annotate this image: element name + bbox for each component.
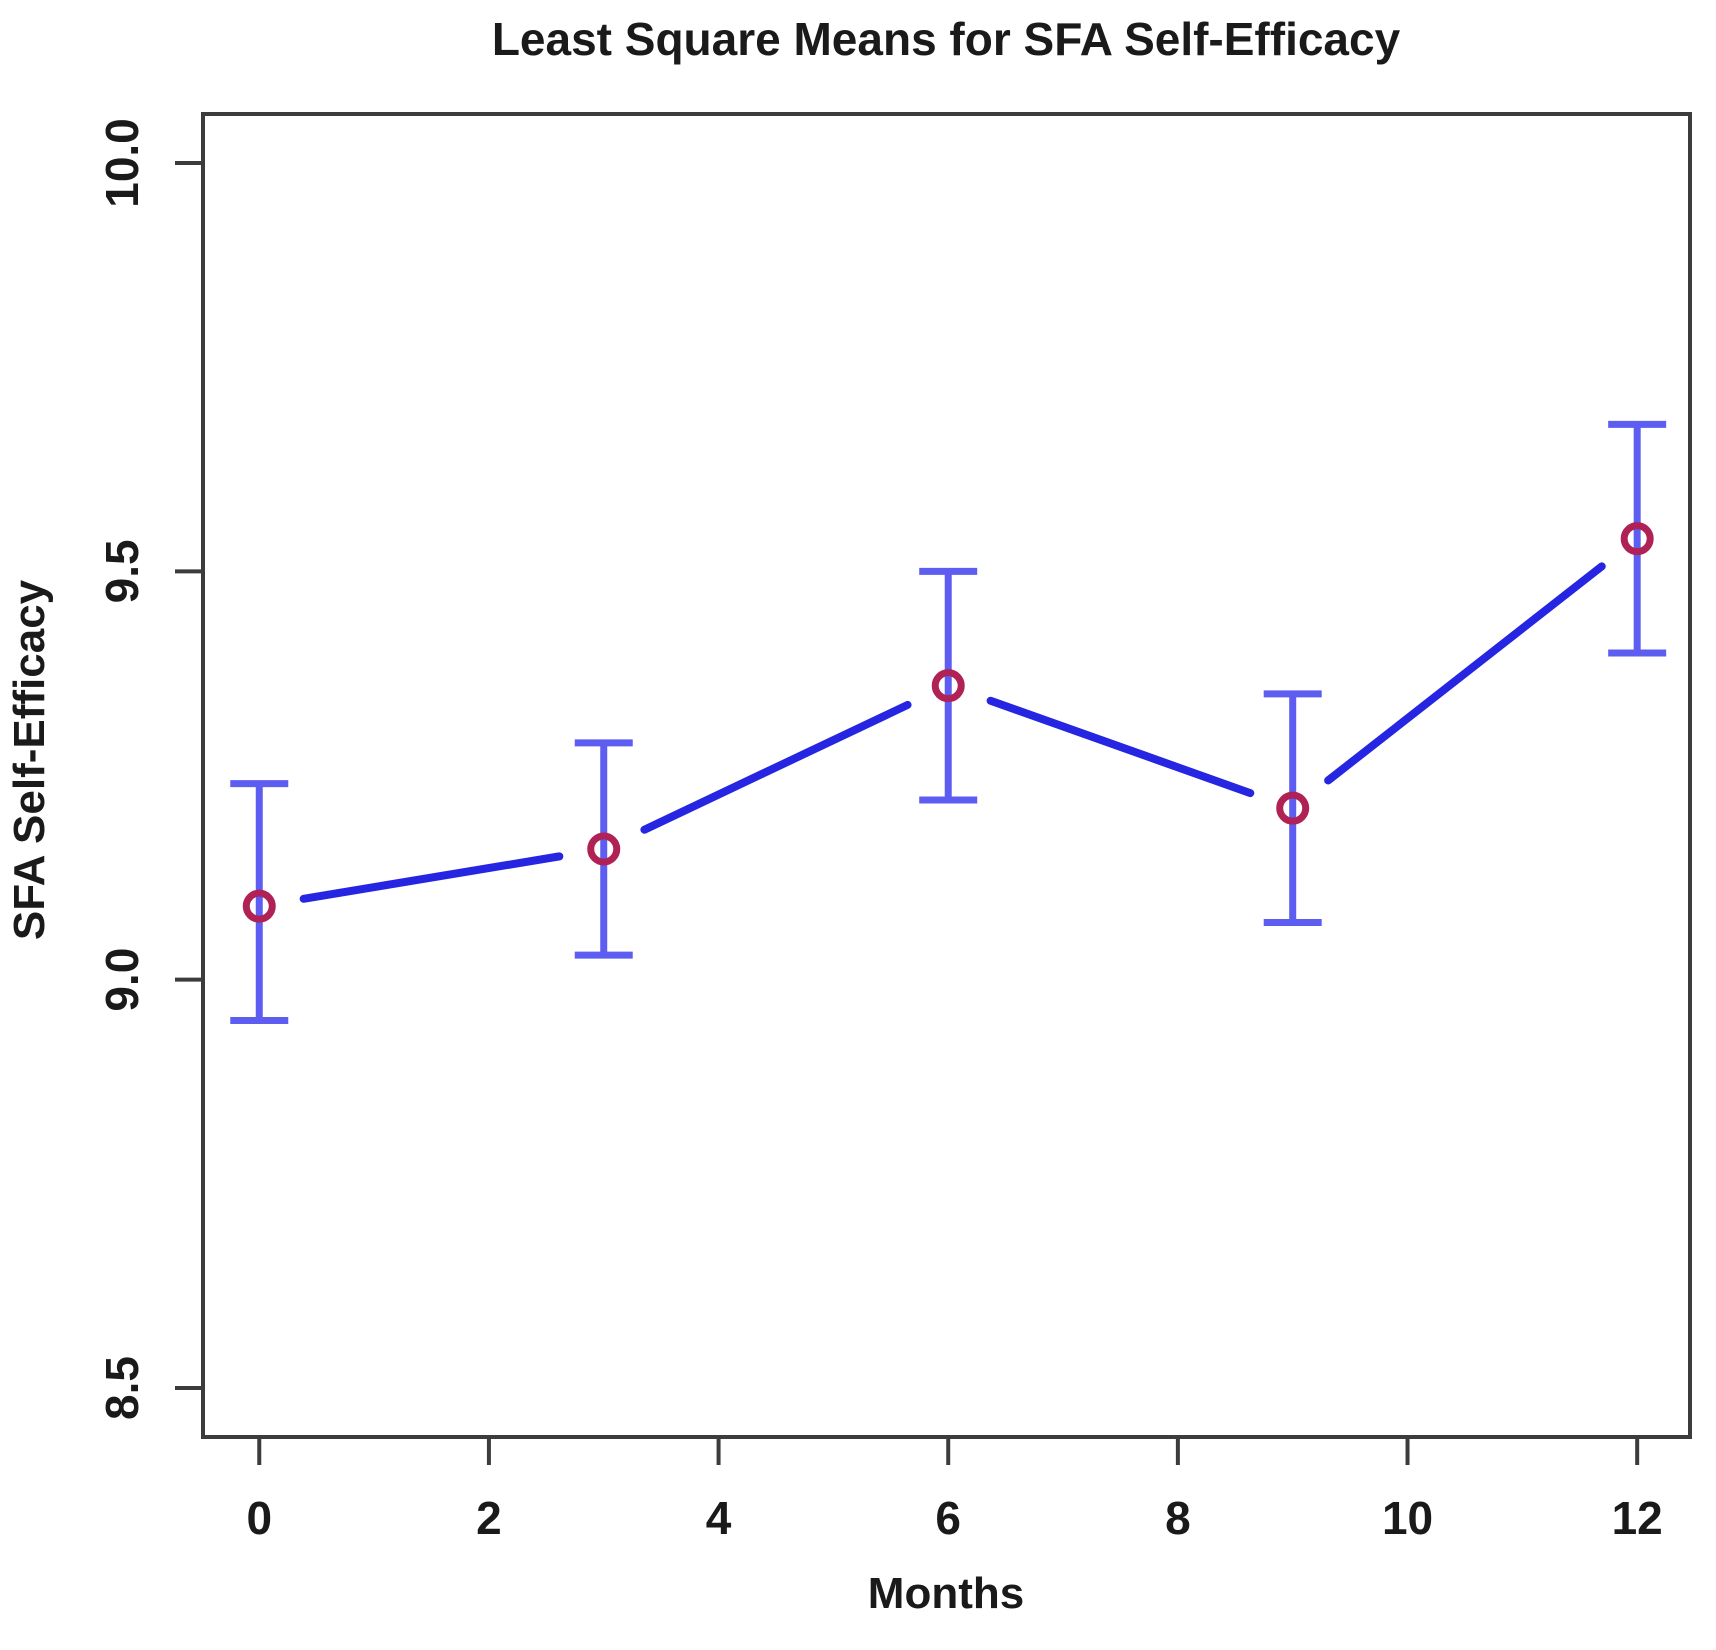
data-point-marker xyxy=(1276,791,1310,825)
series-line-segment xyxy=(640,700,912,834)
x-tick-label: 12 xyxy=(1612,1492,1663,1544)
x-tick-label: 6 xyxy=(935,1492,961,1544)
x-tick-label: 0 xyxy=(246,1492,272,1544)
y-axis-label: SFA Self-Efficacy xyxy=(5,579,54,940)
x-axis-label: Months xyxy=(868,1569,1024,1618)
chart-title: Least Square Means for SFA Self-Efficacy xyxy=(492,13,1401,65)
series-line-segment xyxy=(299,852,564,903)
x-tick-label: 10 xyxy=(1382,1492,1433,1544)
data-point-marker xyxy=(587,832,621,866)
y-tick-label: 10.0 xyxy=(96,118,148,208)
series-line-segment xyxy=(1324,562,1606,785)
data-point-marker xyxy=(1620,522,1654,556)
y-tick-label: 9.0 xyxy=(96,948,148,1012)
x-tick-label: 2 xyxy=(476,1492,502,1544)
x-tick-label: 8 xyxy=(1165,1492,1191,1544)
x-tick-label: 4 xyxy=(706,1492,732,1544)
y-tick-label: 9.5 xyxy=(96,539,148,603)
series-line-segment xyxy=(986,696,1255,798)
y-tick-label: 8.5 xyxy=(96,1356,148,1420)
data-point-marker xyxy=(242,889,276,923)
data-point-marker xyxy=(931,669,965,703)
